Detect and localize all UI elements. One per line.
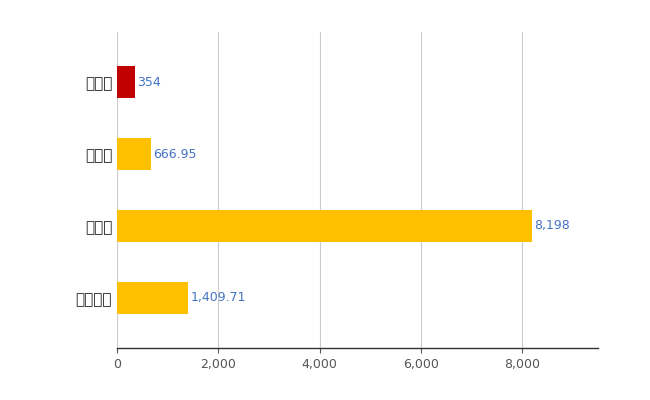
Bar <box>117 282 188 314</box>
Bar <box>117 210 532 242</box>
Text: 354: 354 <box>137 76 161 89</box>
Bar <box>117 66 135 98</box>
Text: 1,409.71: 1,409.71 <box>191 291 246 304</box>
Text: 666.95: 666.95 <box>153 148 197 160</box>
Text: 8,198: 8,198 <box>534 220 570 232</box>
Bar <box>117 138 151 170</box>
